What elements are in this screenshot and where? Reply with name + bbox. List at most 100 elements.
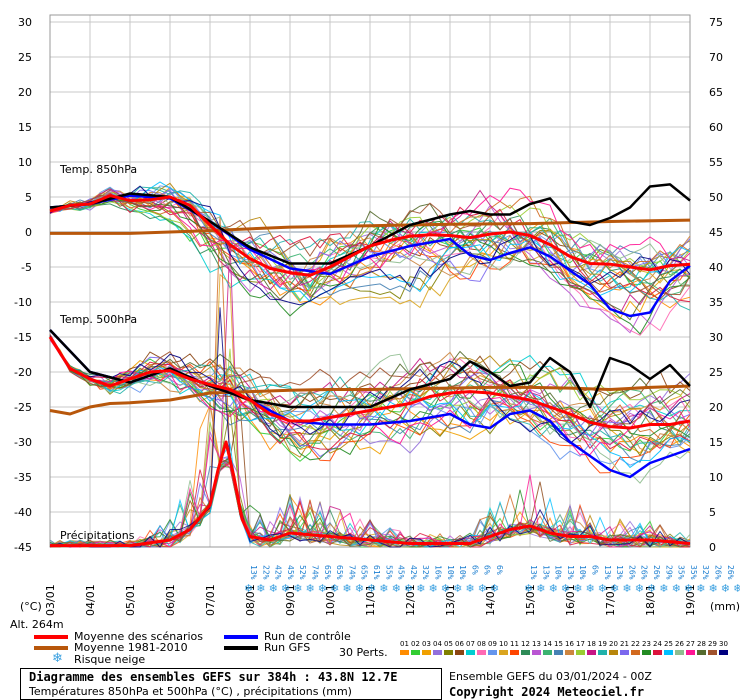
pert-swatch (609, 650, 618, 655)
snow-risk-strip: 13% ❄ 22% ❄ 42% ❄ 45% ❄ 52% ❄ 74% ❄ 65% ❄ 65% ❄ 74% ❄ 65% ❄… (244, 565, 740, 595)
date-label: 05/01 (124, 584, 137, 616)
snow-percent: 29% (664, 565, 673, 580)
snow-percent: 10% (554, 565, 563, 580)
pert-number: 28 (697, 640, 706, 648)
member-line-500 (49, 336, 691, 462)
date-label: 03/01 (44, 584, 57, 616)
pert-number: 22 (631, 640, 640, 648)
copyright: Copyright 2024 Meteociel.fr (449, 685, 645, 699)
right-tick-label: 10 (709, 471, 723, 484)
snow-percent: 10% (458, 565, 467, 580)
snowflake-icon: ❄ (244, 582, 253, 595)
right-tick-label: 40 (709, 261, 723, 274)
pert-number: 05 (444, 640, 453, 648)
right-tick-label: 35 (709, 296, 723, 309)
series-line (49, 194, 691, 277)
clim-swatch (34, 646, 68, 650)
snow-percent: 52% (298, 565, 307, 580)
snowflake-icon: ❄ (404, 582, 413, 595)
snowflake-icon: ❄ (342, 582, 351, 595)
snow-percent: 29% (738, 565, 740, 580)
series-line (50, 218, 691, 235)
pert-swatch (554, 650, 563, 655)
right-tick-label: 45 (709, 226, 723, 239)
snowflake-icon: ❄ (672, 582, 681, 595)
mean-legend-label: Moyenne des scénarios (74, 630, 203, 643)
pert-number: 26 (675, 640, 684, 648)
member-line-850 (49, 194, 691, 296)
pert-swatch (510, 650, 519, 655)
pert-number: 23 (642, 640, 651, 648)
date-label: 18/01 (644, 584, 657, 616)
chart-title: Diagramme des ensembles GEFS sur 384h : … (29, 670, 398, 684)
pert-swatch (532, 650, 541, 655)
pert-number: 30 (719, 640, 728, 648)
snow-percent: 55% (384, 565, 393, 580)
snowflake-icon: ❄ (306, 582, 315, 595)
snowflake-icon: ❄ (549, 582, 558, 595)
member-line-500 (49, 335, 691, 433)
snowflake-icon: ❄ (367, 582, 376, 595)
pert-swatch (719, 650, 728, 655)
right-axis-unit: (mm) (710, 600, 740, 613)
snowflake-icon: ❄ (416, 582, 425, 595)
right-tick-label: 15 (709, 436, 723, 449)
snow-percent: 35% (689, 565, 698, 580)
pert-swatch (642, 650, 651, 655)
pert-swatch (708, 650, 717, 655)
date-label: 16/01 (564, 584, 577, 616)
snow-percent: 13% (566, 565, 575, 580)
snowflake-icon: ❄ (256, 582, 265, 595)
snowflake-icon: ❄ (281, 582, 290, 595)
snowflake-icon: ❄ (635, 582, 644, 595)
pert-number: 07 (466, 640, 475, 648)
snow-legend-label: Risque neige (74, 653, 146, 666)
date-label: 10/01 (324, 584, 337, 616)
snowflake-icon: ❄ (318, 582, 327, 595)
pert-swatch (444, 650, 453, 655)
member-line-500 (49, 339, 691, 456)
pert-number: 14 (543, 640, 552, 648)
legend: Alt. 264m Moyenne des scénarios Moyenne … (0, 618, 740, 700)
date-label: 19/01 (684, 584, 697, 616)
date-label: 06/01 (164, 584, 177, 616)
date-label: 15/01 (524, 584, 537, 616)
snowflake-icon: ❄ (453, 582, 462, 595)
snowflake-icon: ❄ (52, 651, 63, 666)
left-tick-label: 20 (18, 86, 32, 99)
pert-number: 15 (554, 640, 563, 648)
date-label: 17/01 (604, 584, 617, 616)
pert-number: 04 (433, 640, 442, 648)
snow-percent: 13% (615, 565, 624, 580)
snow-percent: 65% (335, 565, 344, 580)
snowflake-icon: ❄ (441, 582, 450, 595)
control-legend-label: Run de contrôle (264, 630, 351, 643)
member-line-500 (49, 335, 691, 484)
series-line (48, 336, 691, 430)
pert-number: 09 (488, 640, 497, 648)
series-line (49, 384, 691, 416)
pert-number: 17 (576, 640, 585, 648)
pert-number: 11 (510, 640, 519, 648)
left-tick-label: -35 (14, 471, 32, 484)
right-tick-label: 5 (709, 506, 716, 519)
snow-percent: 65% (323, 565, 332, 580)
left-tick-label: 25 (18, 51, 32, 64)
snow-percent: 32% (701, 565, 710, 580)
member-line-850 (49, 187, 691, 288)
snowflake-icon: ❄ (524, 582, 533, 595)
snowflake-icon: ❄ (696, 582, 705, 595)
pert-number: 12 (521, 640, 530, 648)
pert-swatch (620, 650, 629, 655)
snow-percent: 26% (627, 565, 636, 580)
pert-swatch (433, 650, 442, 655)
snow-percent: 32% (421, 565, 430, 580)
member-line-850 (49, 191, 691, 296)
snow-percent: 74% (311, 565, 320, 580)
snowflake-icon: ❄ (429, 582, 438, 595)
snowflake-icon: ❄ (392, 582, 401, 595)
snow-percent: 6% (470, 565, 479, 575)
left-tick-label: -15 (14, 331, 32, 344)
snowflake-icon: ❄ (478, 582, 487, 595)
